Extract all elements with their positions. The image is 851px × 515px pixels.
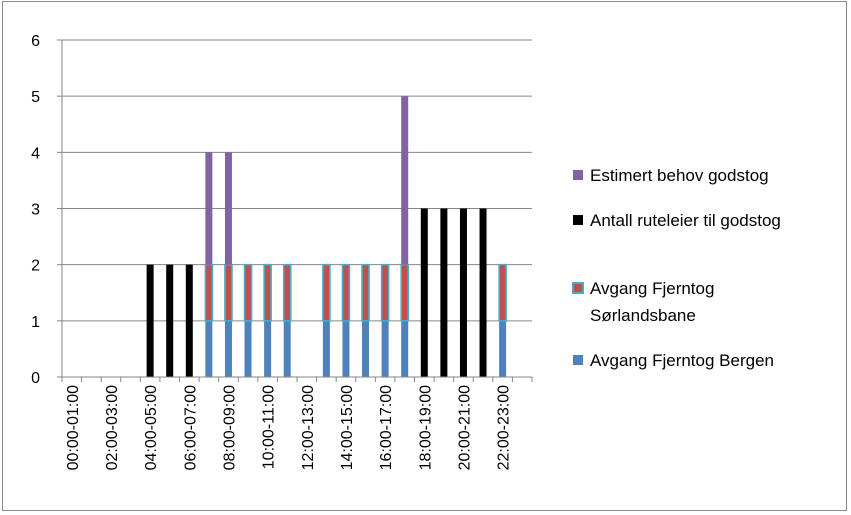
axes: [57, 39, 533, 382]
bar-estimert-behov-godstog-08:00-09:00: [224, 152, 232, 265]
x-tick-label-22:00-23:00: 22:00-23:00: [496, 385, 513, 471]
bar-avgang-fjerntog-s-rlandsbane-07:00-08:00: [204, 263, 214, 322]
bar-avgang-fjerntog-s-rlandsbane-10:00-11:00: [263, 263, 272, 322]
legend-label-avgang-fjerntog-bergen: Avgang Fjerntog Bergen: [590, 351, 774, 370]
x-tick-label-18:00-19:00: 18:00-19:00: [417, 385, 434, 471]
bar-antall-ruteleier-til-godstog-20:00-21:00: [459, 208, 467, 377]
x-tick-label-08:00-09:00: 08:00-09:00: [221, 385, 238, 471]
x-tick-label-10:00-11:00: 10:00-11:00: [261, 385, 278, 469]
x-tick-label-00:00-01:00: 00:00-01:00: [65, 385, 82, 471]
legend-label-estimert-behov-godstog: Estimert behov godstog: [590, 166, 769, 185]
x-tick-label-04:00-05:00: 04:00-05:00: [143, 385, 160, 471]
bar-avgang-fjerntog-bergen-16:00-17:00: [381, 320, 389, 377]
bar-avgang-fjerntog-s-rlandsbane-09:00-10:00: [243, 263, 253, 322]
bar-avgang-fjerntog-s-rlandsbane-16:00-17:00: [380, 263, 390, 322]
x-tick-label-12:00-13:00: 12:00-13:00: [300, 385, 317, 471]
bar-estimert-behov-godstog-17:00-18:00: [401, 96, 409, 265]
bar-avgang-fjerntog-bergen-09:00-10:00: [244, 320, 252, 377]
x-tick-label-20:00-21:00: 20:00-21:00: [456, 385, 473, 471]
legend-swatch-antall-ruteleier-til-godstog: [573, 215, 583, 225]
bar-estimert-behov-godstog-07:00-08:00: [205, 152, 213, 265]
y-tick-label-3: 3: [31, 202, 40, 219]
bar-antall-ruteleier-til-godstog-21:00-22:00: [479, 208, 487, 377]
bar-avgang-fjerntog-bergen-22:00-23:00: [499, 320, 507, 377]
y-tick-label-6: 6: [31, 33, 40, 50]
bar-avgang-fjerntog-bergen-07:00-08:00: [205, 320, 213, 377]
bar-avgang-fjerntog-s-rlandsbane-11:00-12:00: [282, 263, 292, 322]
x-tick-label-16:00-17:00: 16:00-17:00: [378, 385, 395, 471]
bar-avgang-fjerntog-bergen-08:00-09:00: [224, 320, 232, 377]
bar-avgang-fjerntog-s-rlandsbane-22:00-23:00: [498, 263, 507, 322]
bar-avgang-fjerntog-s-rlandsbane-13:00-14:00: [322, 263, 331, 322]
bar-avgang-fjerntog-bergen-17:00-18:00: [401, 320, 409, 377]
bar-avgang-fjerntog-bergen-10:00-11:00: [264, 320, 272, 377]
legend-swatch-estimert-behov-godstog: [573, 170, 583, 180]
bar-avgang-fjerntog-s-rlandsbane-08:00-09:00: [224, 263, 233, 322]
x-tick-label-02:00-03:00: 02:00-03:00: [104, 385, 121, 471]
x-tick-label-06:00-07:00: 06:00-07:00: [182, 385, 199, 471]
bar-avgang-fjerntog-s-rlandsbane-15:00-16:00: [361, 263, 370, 322]
x-axis-tick-labels: 00:00-01:00 02:00-03:00 04:00-05:00 06:00-0…: [65, 385, 513, 471]
bar-avgang-fjerntog-bergen-11:00-12:00: [283, 320, 291, 377]
legend-swatch-avgang-fjerntog-s-rlandsbane: [572, 282, 584, 294]
bar-antall-ruteleier-til-godstog-18:00-19:00: [420, 208, 428, 377]
y-tick-label-0: 0: [31, 370, 40, 387]
bar-avgang-fjerntog-s-rlandsbane-17:00-18:00: [400, 263, 410, 322]
gridlines: [62, 39, 532, 322]
y-tick-label-1: 1: [31, 314, 40, 331]
bar-antall-ruteleier-til-godstog-04:00-05:00: [146, 264, 154, 377]
x-tick-label-14:00-15:00: 14:00-15:00: [339, 385, 356, 471]
bar-avgang-fjerntog-bergen-15:00-16:00: [362, 320, 370, 377]
bar-antall-ruteleier-til-godstog-19:00-20:00: [440, 208, 448, 377]
y-axis-tick-labels: 0 1 2 3 4 5 6: [31, 33, 40, 387]
legend-label-avgang-fjerntog-s-rlandsbane: Avgang Fjerntog Sørlandsbane: [590, 279, 714, 325]
y-tick-label-4: 4: [31, 145, 40, 162]
legend-swatch-avgang-fjerntog-bergen: [573, 355, 583, 365]
legend-label-antall-ruteleier-til-godstog: Antall ruteleier til godstog: [590, 211, 781, 230]
bars: [146, 96, 507, 377]
bar-antall-ruteleier-til-godstog-05:00-06:00: [166, 264, 174, 377]
y-tick-label-5: 5: [31, 89, 40, 106]
bar-antall-ruteleier-til-godstog-06:00-07:00: [185, 264, 193, 377]
y-tick-label-2: 2: [31, 258, 40, 275]
legend: Estimert behov godstog Antall ruteleier t…: [572, 166, 781, 370]
bar-avgang-fjerntog-s-rlandsbane-14:00-15:00: [341, 263, 351, 322]
bar-avgang-fjerntog-bergen-13:00-14:00: [322, 320, 330, 377]
bar-avgang-fjerntog-bergen-14:00-15:00: [342, 320, 350, 377]
